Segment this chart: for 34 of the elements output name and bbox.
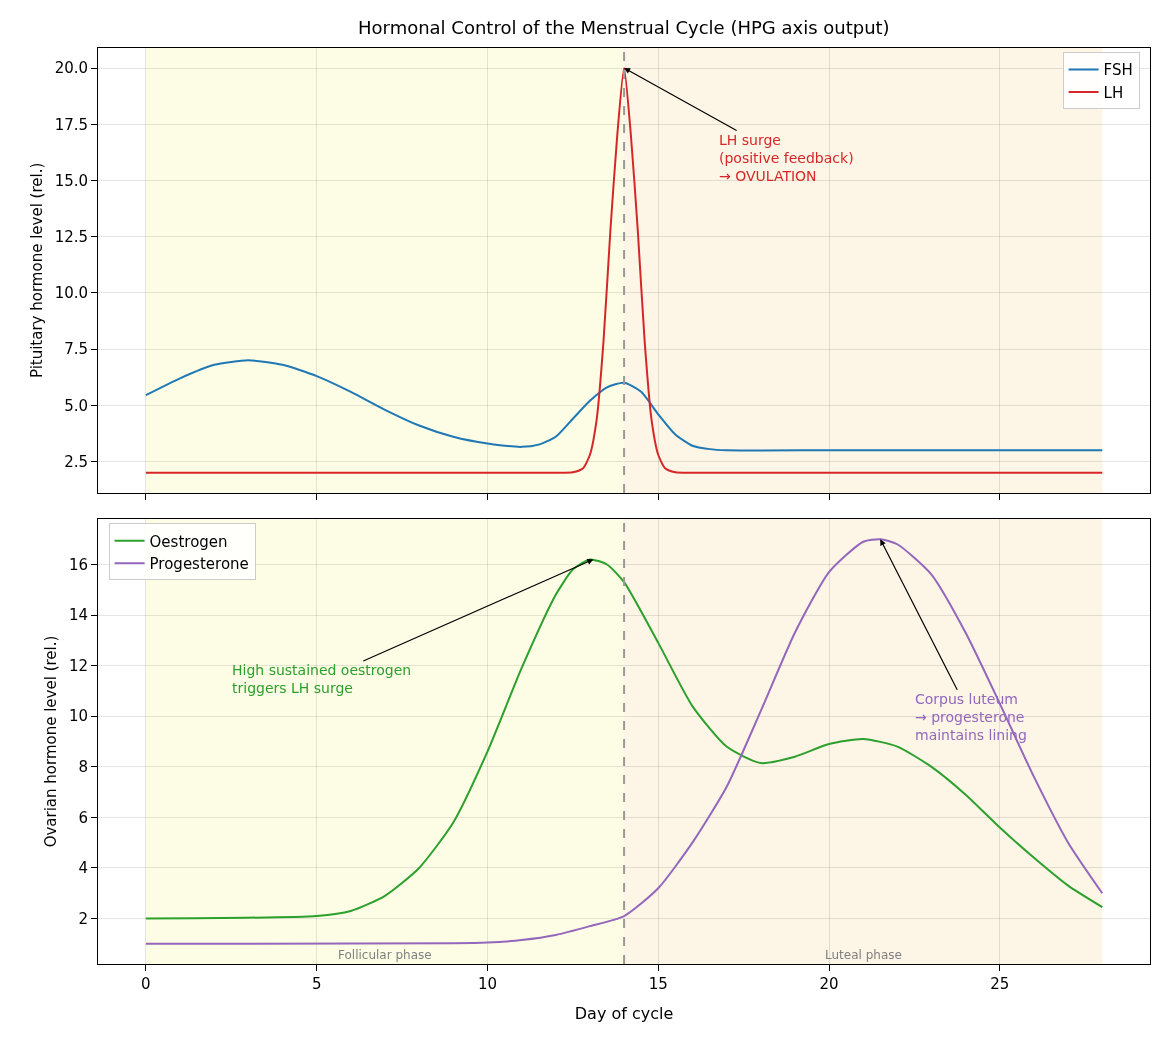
y-tick-label: 10: [68, 707, 89, 726]
legend-label: Oestrogen: [149, 532, 228, 551]
legend-label: Progesterone: [149, 555, 249, 574]
chart-title: Hormonal Control of the Menstrual Cycle (HPG axis output): [358, 17, 890, 38]
y-tick-label: 2: [78, 909, 89, 928]
x-tick-label: 15: [648, 975, 668, 994]
y-tick-label: 8: [78, 758, 89, 777]
x-tick-label: 0: [141, 975, 151, 994]
annotation: High sustained oestrogen triggers LH surge: [232, 662, 412, 697]
band-label: Follicular phase: [338, 948, 432, 962]
y-tick-label: 15.0: [54, 171, 89, 190]
legend-label: FSH: [1103, 61, 1133, 80]
x-tick-label: 25: [990, 975, 1010, 994]
y-axis-title: Ovarian hormone level (rel.): [42, 635, 61, 848]
x-axis-title: Day of cycle: [574, 1003, 674, 1023]
y-tick-label: 14: [68, 606, 89, 625]
x-tick-label: 5: [311, 975, 322, 994]
legend-label: LH: [1103, 83, 1124, 102]
band-label: Luteal phase: [825, 948, 902, 962]
y-tick-label: 16: [68, 555, 89, 574]
y-tick-label: 12: [68, 656, 89, 675]
y-tick-label: 4: [78, 859, 89, 878]
y-tick-label: 17.5: [54, 115, 89, 134]
y-tick-label: 7.5: [64, 340, 89, 359]
y-axis-title: Pituitary hormone level (rel.): [27, 162, 46, 379]
x-tick-label: 10: [477, 975, 497, 994]
y-tick-label: 20.0: [54, 59, 89, 78]
y-tick-label: 2.5: [64, 452, 89, 471]
x-tick-label: 20: [819, 975, 839, 994]
y-tick-label: 6: [78, 808, 89, 827]
y-tick-label: 5.0: [64, 396, 89, 415]
annotation: LH surge (positive feedback) → OVULATION: [719, 132, 854, 185]
y-tick-label: 10.0: [54, 284, 89, 303]
y-tick-label: 12.5: [54, 227, 89, 246]
